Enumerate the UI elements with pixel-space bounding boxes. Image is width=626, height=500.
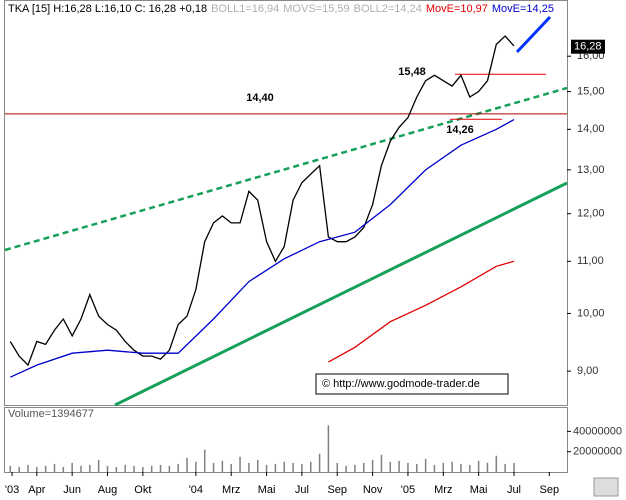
- y-tick-label: 10,00: [577, 307, 605, 319]
- y-tick-label: 9,00: [577, 365, 598, 377]
- x-tick-label: '04: [189, 484, 203, 496]
- y-tick-label: 12,00: [577, 208, 605, 220]
- y-tick-label: 11,00: [577, 255, 604, 267]
- x-tick-label: Aug: [98, 484, 118, 496]
- level-label: 15,48: [398, 66, 426, 78]
- price-frame: [4, 0, 568, 406]
- x-tick-label: Mrz: [222, 484, 240, 496]
- x-tick-label: Apr: [28, 484, 45, 496]
- indicator: BOLL1=16,94: [211, 3, 279, 15]
- copyright-box: [315, 373, 509, 395]
- last-price-label: 16,28: [574, 41, 602, 53]
- price-line: [328, 260, 515, 363]
- level-label: 14,26: [446, 124, 474, 136]
- x-tick-label: Mrz: [434, 484, 452, 496]
- trend-line-dashed: [4, 86, 568, 252]
- y-tick-label: 15,00: [577, 85, 605, 97]
- x-tick-label: Jun: [63, 484, 81, 496]
- last-price-box: [571, 39, 605, 54]
- x-tick-label: Sep: [540, 484, 560, 496]
- header: TKA [15] H:16,28 L:16,10 C: 16,28 +0,18 B…: [8, 3, 554, 15]
- x-tick-label: Nov: [363, 484, 383, 496]
- indicator: BOLL2=14,24: [354, 3, 422, 15]
- header-title: TKA [15] H:16,28 L:16,10 C: 16,28 +0,18: [8, 3, 207, 15]
- x-tick-label: Okt: [134, 484, 151, 496]
- price-line: [10, 119, 515, 378]
- legend-entry: MovE=10,97: [426, 3, 488, 15]
- volume-tick-label: 20000000: [573, 446, 622, 458]
- x-tick-label: '03: [5, 484, 19, 496]
- x-tick-label: Jul: [507, 484, 521, 496]
- x-tick-label: Jul: [295, 484, 309, 496]
- volume-frame: [4, 407, 568, 473]
- x-tick-label: '05: [401, 484, 415, 496]
- logo-icon: [593, 477, 619, 497]
- y-tick-label: 14,00: [577, 123, 605, 135]
- price-line: [9, 35, 515, 367]
- y-tick-label: 13,00: [577, 164, 605, 176]
- indicator: MOVS=15,59: [283, 3, 349, 15]
- level-label: 14,40: [246, 92, 274, 104]
- trend-line: [114, 181, 568, 407]
- x-tick-label: Mai: [258, 484, 276, 496]
- x-tick-label: Sep: [327, 484, 347, 496]
- trend-arrow: [515, 15, 552, 54]
- x-tick-label: Mai: [470, 484, 488, 496]
- volume-tick-label: 40000000: [573, 425, 622, 437]
- legend-entry: MovE=14,25: [492, 3, 554, 15]
- volume-title: Volume=1394677: [8, 408, 94, 420]
- copyright: © http://www.godmode-trader.de: [322, 378, 480, 390]
